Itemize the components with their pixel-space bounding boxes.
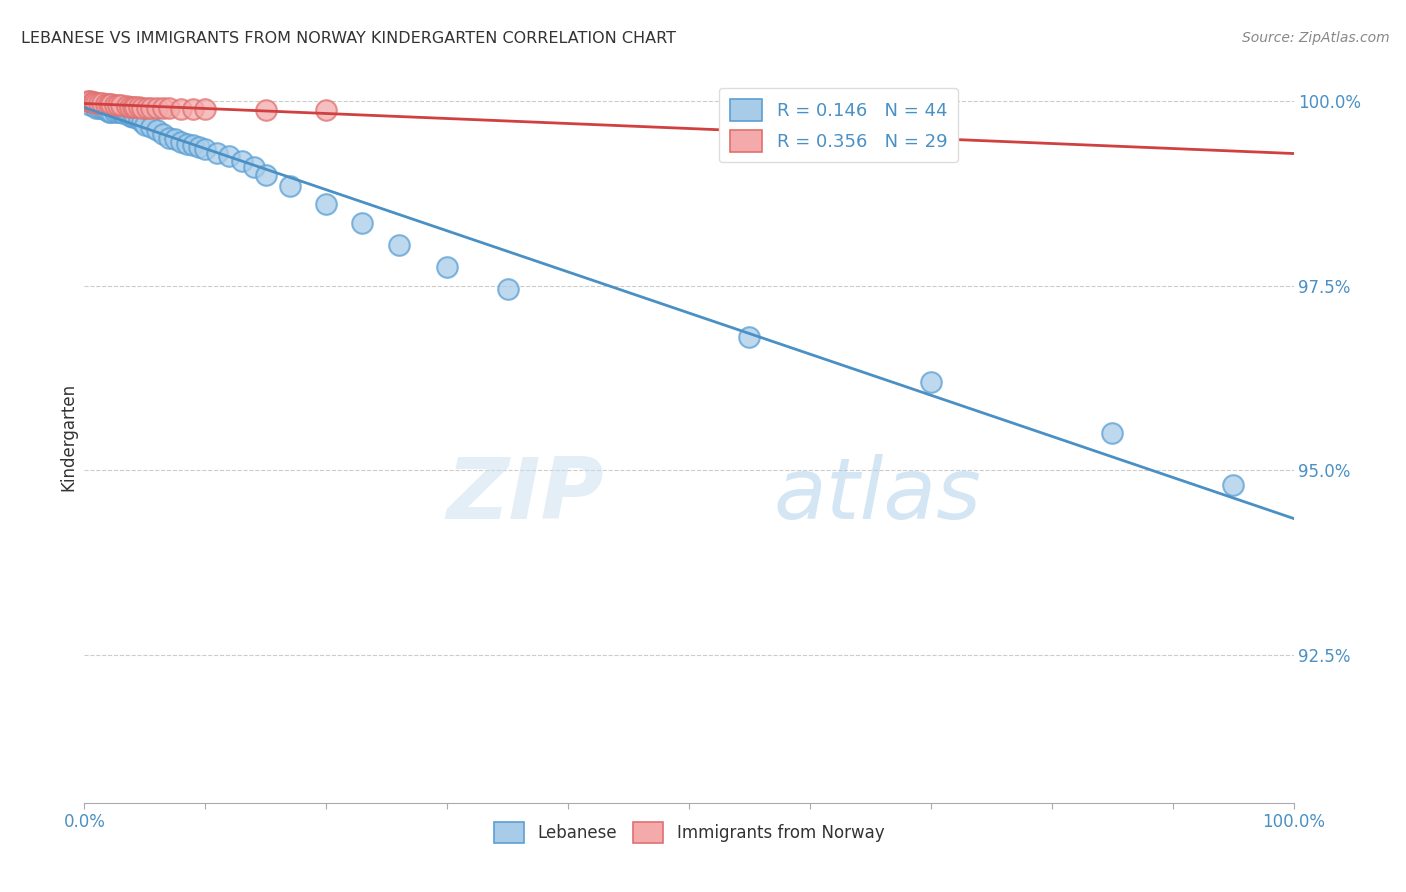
Point — [139, 101, 162, 115]
Point — [738, 330, 761, 344]
Point — [83, 97, 105, 112]
Point — [104, 105, 127, 120]
Point — [165, 132, 187, 146]
Point — [170, 135, 193, 149]
Point — [79, 97, 101, 112]
Point — [136, 101, 159, 115]
Point — [120, 100, 142, 114]
Point — [352, 216, 374, 230]
Point — [139, 120, 162, 134]
Point — [100, 105, 122, 120]
Point — [97, 105, 120, 120]
Point — [181, 102, 204, 116]
Point — [124, 110, 146, 124]
Point — [86, 96, 108, 111]
Point — [388, 238, 411, 252]
Point — [112, 106, 135, 120]
Text: atlas: atlas — [773, 454, 981, 537]
Point — [436, 260, 458, 274]
Point — [86, 101, 108, 115]
Point — [83, 95, 105, 110]
Point — [1101, 426, 1123, 441]
Point — [128, 112, 150, 127]
Point — [176, 136, 198, 151]
Point — [152, 101, 174, 115]
Point — [254, 103, 277, 117]
Point — [496, 282, 519, 296]
Point — [124, 100, 146, 114]
Point — [170, 102, 193, 116]
Point — [231, 154, 253, 169]
Point — [131, 101, 153, 115]
Point — [254, 168, 277, 182]
Point — [146, 123, 169, 137]
Point — [104, 97, 127, 112]
Point — [134, 118, 156, 132]
Point — [207, 145, 229, 160]
Point — [87, 96, 110, 111]
Point — [920, 375, 942, 389]
Point — [97, 96, 120, 111]
Y-axis label: Kindergarten: Kindergarten — [59, 383, 77, 491]
Point — [181, 138, 204, 153]
Point — [94, 96, 117, 111]
Text: ZIP: ZIP — [447, 454, 605, 537]
Point — [110, 98, 132, 112]
Point — [157, 101, 180, 115]
Legend: Lebanese, Immigrants from Norway: Lebanese, Immigrants from Norway — [486, 815, 891, 849]
Point — [131, 114, 153, 128]
Point — [91, 96, 114, 111]
Point — [315, 103, 337, 117]
Point — [91, 101, 114, 115]
Point — [79, 94, 101, 108]
Point — [152, 127, 174, 141]
Point — [157, 131, 180, 145]
Point — [77, 94, 100, 108]
Point — [121, 110, 143, 124]
Point — [100, 96, 122, 111]
Point — [120, 109, 142, 123]
Point — [128, 100, 150, 114]
Point — [194, 142, 217, 156]
Point — [110, 105, 132, 120]
Point — [87, 101, 110, 115]
Point — [194, 102, 217, 116]
Point — [278, 178, 301, 193]
Text: Source: ZipAtlas.com: Source: ZipAtlas.com — [1241, 31, 1389, 45]
Point — [146, 101, 169, 115]
Point — [315, 197, 337, 211]
Point — [82, 95, 104, 110]
Point — [115, 106, 138, 120]
Point — [115, 99, 138, 113]
Point — [242, 161, 264, 175]
Point — [218, 149, 240, 163]
Point — [121, 100, 143, 114]
Text: LEBANESE VS IMMIGRANTS FROM NORWAY KINDERGARTEN CORRELATION CHART: LEBANESE VS IMMIGRANTS FROM NORWAY KINDE… — [21, 31, 676, 46]
Point — [1222, 478, 1244, 492]
Point — [188, 139, 211, 153]
Point — [107, 105, 129, 120]
Point — [107, 97, 129, 112]
Point — [94, 103, 117, 117]
